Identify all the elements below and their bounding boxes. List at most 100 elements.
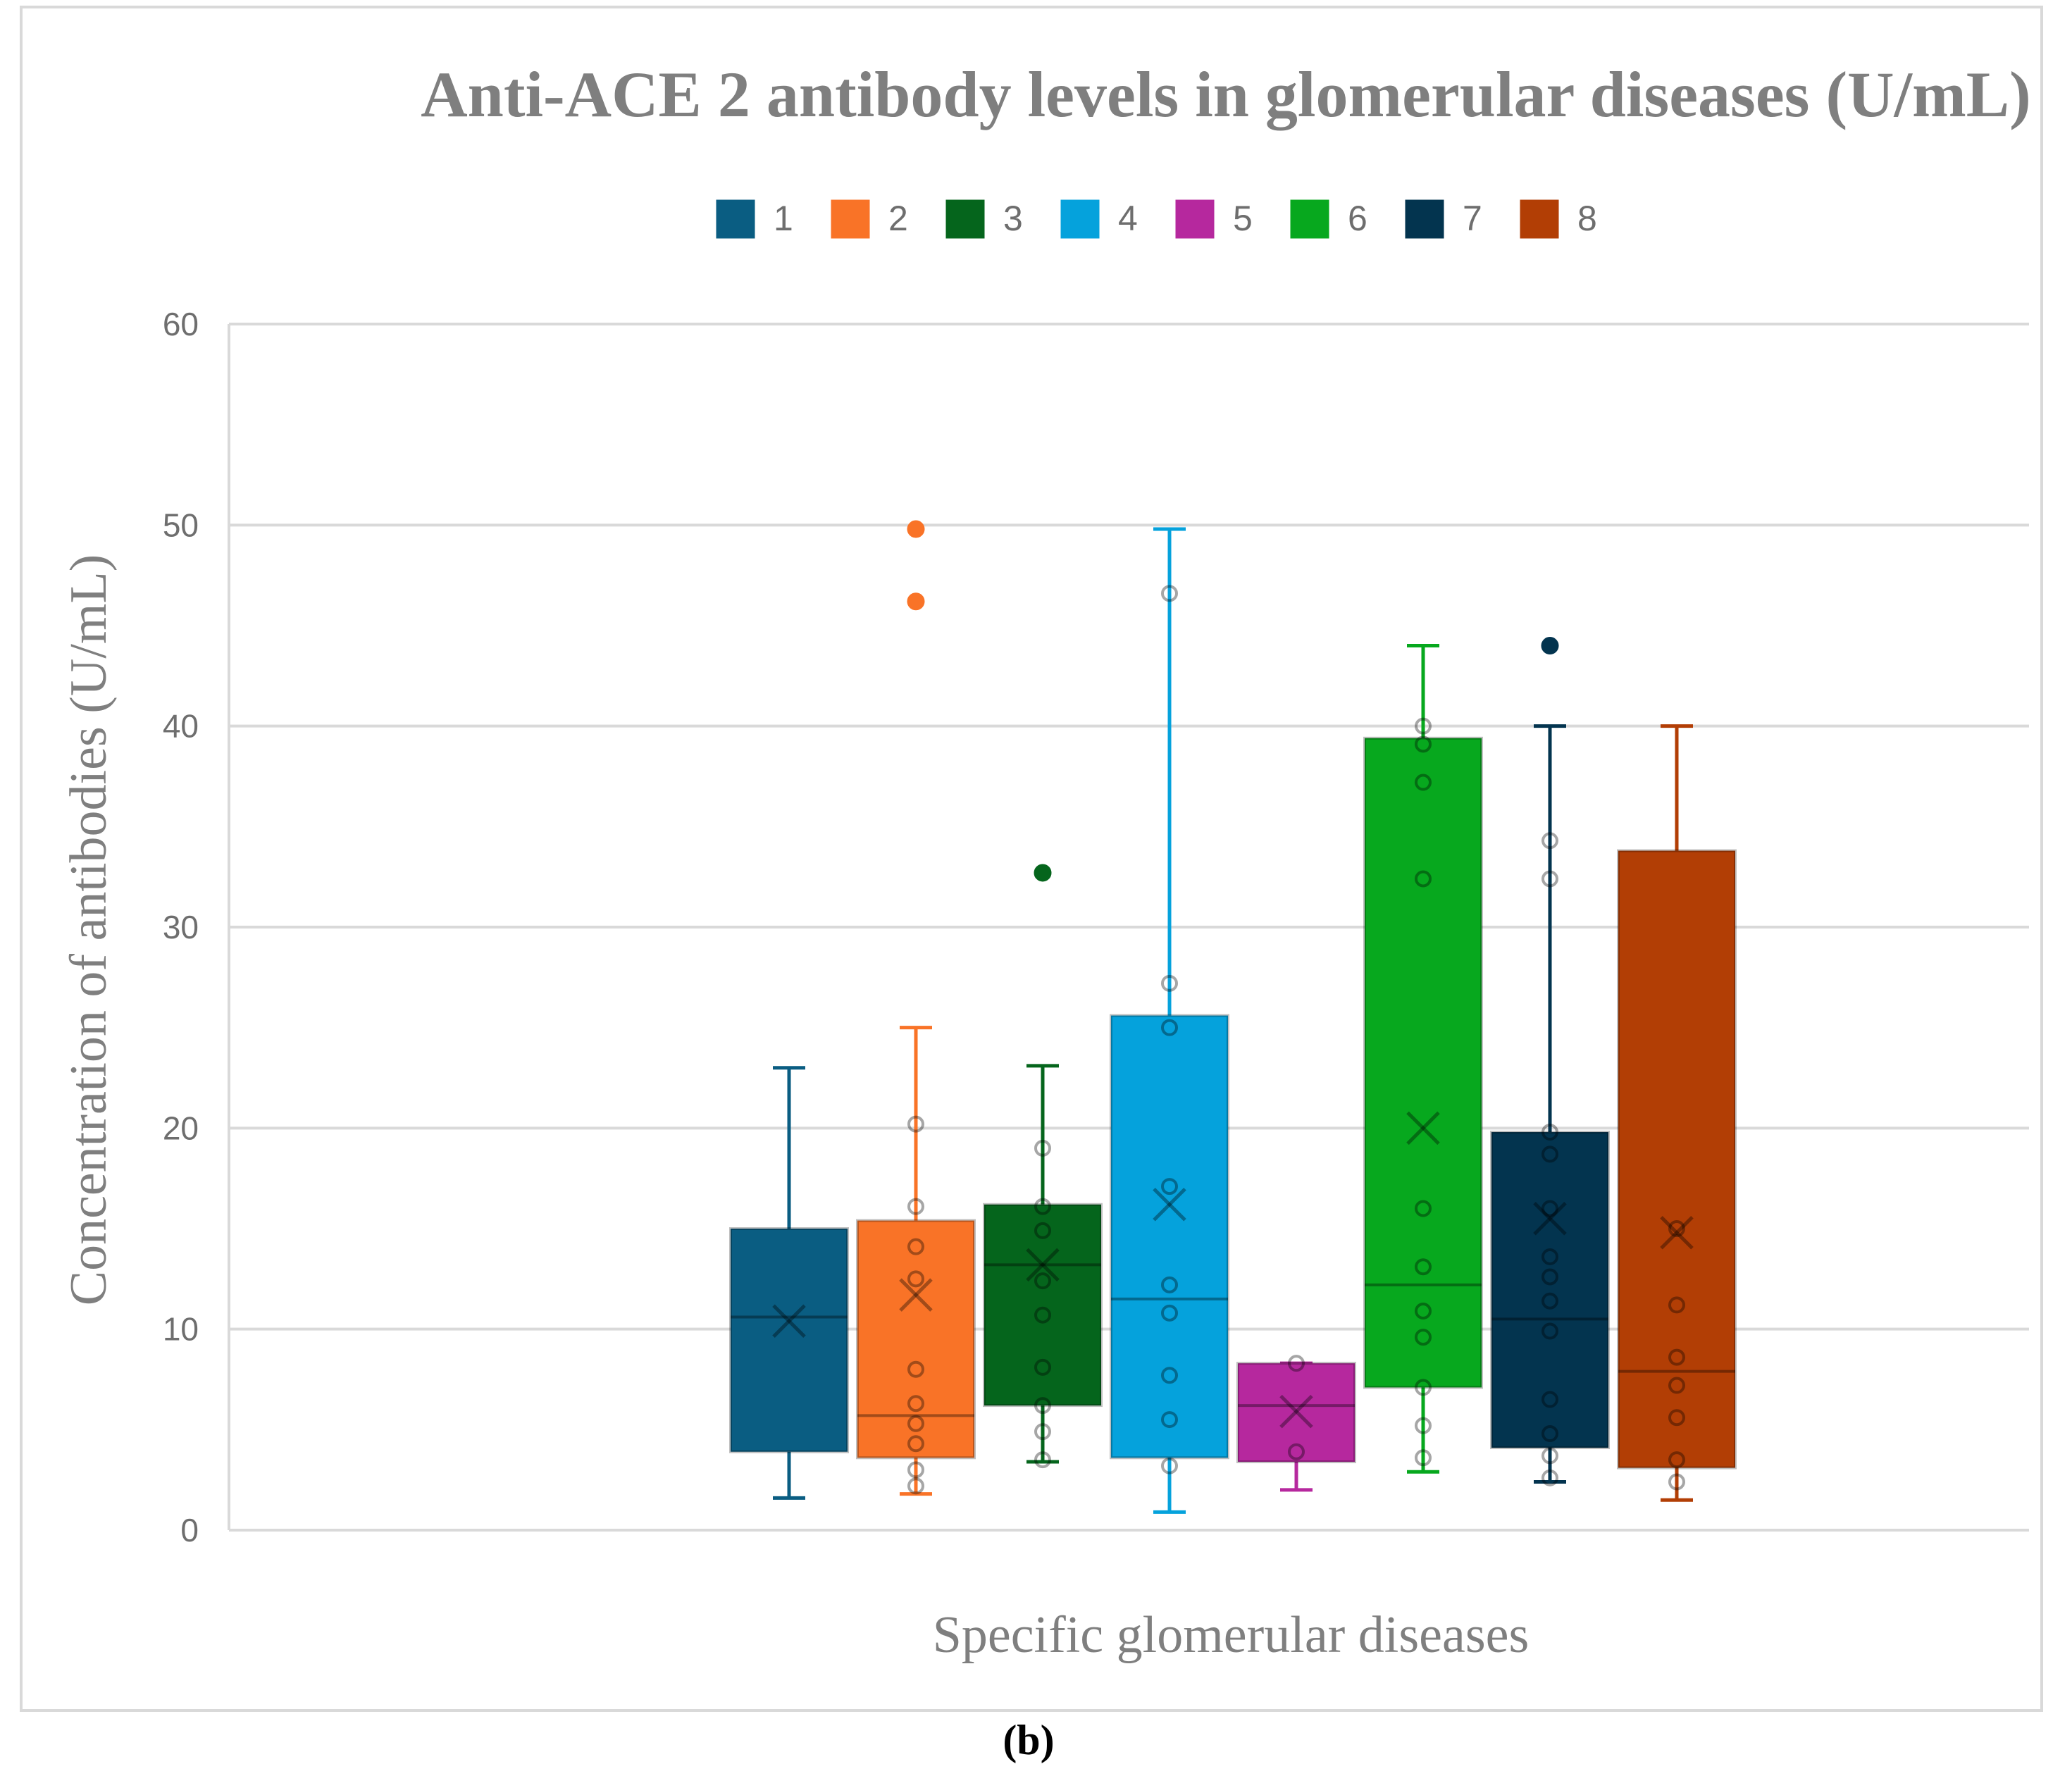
mean-marker (1660, 1215, 1694, 1250)
data-point (1415, 1379, 1432, 1396)
y-tick-label: 40 (163, 708, 199, 745)
data-point (1034, 1423, 1051, 1441)
y-axis-label: Concentration of antibodies (U/mL) (60, 554, 118, 1306)
data-point (1668, 1451, 1685, 1469)
data-point (1161, 974, 1178, 992)
y-tick-label: 50 (163, 507, 199, 543)
legend-label-5: 5 (1233, 199, 1253, 238)
y-tick-label: 10 (163, 1311, 199, 1348)
mean-marker (1279, 1394, 1313, 1429)
data-point (1541, 1248, 1558, 1265)
box-iqr (729, 1227, 849, 1453)
data-point (1541, 832, 1558, 850)
chart-frame (20, 6, 2043, 1712)
legend-swatch-7 (1405, 199, 1444, 239)
mean-marker (1026, 1248, 1060, 1282)
data-point (1161, 1457, 1178, 1474)
data-point (1161, 1276, 1178, 1293)
data-point (907, 1395, 924, 1412)
box-plots (729, 520, 1737, 1514)
mean-marker (1026, 1248, 1060, 1282)
data-point (1034, 1198, 1051, 1215)
data-point (1415, 1449, 1432, 1467)
data-point (1668, 1296, 1685, 1314)
data-point (1161, 1304, 1178, 1322)
box-series-7 (1490, 637, 1610, 1486)
data-point (1668, 1220, 1685, 1237)
data-point (1034, 1222, 1051, 1239)
data-point (1541, 1268, 1558, 1286)
legend-label-1: 1 (774, 199, 793, 238)
legend-swatch-1 (716, 199, 755, 239)
mean-marker (1533, 1201, 1567, 1236)
legend-label-8: 8 (1577, 199, 1597, 238)
mean-marker (1153, 1187, 1186, 1222)
box-iqr (1617, 849, 1737, 1470)
box-series-5 (1236, 1355, 1356, 1492)
data-point (1668, 1473, 1685, 1491)
mean-marker (772, 1304, 806, 1339)
data-point (907, 1415, 924, 1432)
data-point (1034, 1306, 1051, 1324)
mean-marker (1406, 1111, 1440, 1145)
box-series-4 (1110, 527, 1229, 1514)
box-iqr (1236, 1362, 1356, 1463)
outlier-point (907, 592, 925, 611)
outlier-point (907, 520, 925, 538)
data-point (1161, 1411, 1178, 1429)
data-point (1415, 1417, 1432, 1434)
mean-marker (1660, 1215, 1694, 1250)
data-point (1541, 1145, 1558, 1163)
data-point (1541, 1124, 1558, 1141)
mean-marker (1533, 1201, 1567, 1236)
data-point (1161, 1019, 1178, 1036)
y-tick-label: 0 (180, 1512, 199, 1548)
box-series-8 (1617, 724, 1737, 1502)
data-point (1161, 1367, 1178, 1384)
data-point (1161, 1178, 1178, 1196)
box-series-2 (856, 520, 976, 1496)
data-point (1415, 1258, 1432, 1276)
y-tick-label: 30 (163, 909, 199, 945)
data-point (1161, 585, 1178, 602)
box-series-1 (729, 1066, 849, 1500)
data-point (1668, 1377, 1685, 1394)
legend-label-2: 2 (888, 199, 908, 238)
data-point (907, 1198, 924, 1215)
mean-marker (772, 1304, 806, 1339)
y-tick-label: 20 (163, 1110, 199, 1146)
data-point (907, 1461, 924, 1479)
mean-marker (1279, 1394, 1313, 1429)
legend-swatch-3 (945, 199, 985, 239)
data-point (907, 1360, 924, 1378)
outlier-point (1541, 637, 1559, 655)
data-point (1034, 1358, 1051, 1376)
x-axis-label: Specific glomerular diseases (933, 1606, 1530, 1664)
data-point (1034, 1451, 1051, 1469)
legend-label-7: 7 (1463, 199, 1482, 238)
chart-title: Anti-ACE 2 antibody levels in glomerular… (421, 58, 2031, 130)
legend: 1 2 3 4 5 6 7 8 (716, 199, 1597, 239)
data-point (907, 1115, 924, 1133)
data-point (1034, 1139, 1051, 1157)
outlier-point (1034, 864, 1052, 882)
legend-swatch-4 (1060, 199, 1100, 239)
data-point (1415, 717, 1432, 735)
data-point (1541, 1322, 1558, 1340)
data-point (907, 1238, 924, 1255)
data-point (1541, 1425, 1558, 1443)
data-point (1288, 1355, 1305, 1372)
data-point (1415, 774, 1432, 791)
legend-label-3: 3 (1003, 199, 1023, 238)
data-point (1668, 1348, 1685, 1366)
data-point (1541, 1292, 1558, 1310)
data-point (1541, 870, 1558, 888)
data-point (1415, 1302, 1432, 1319)
data-point (907, 1477, 924, 1495)
figure-caption: (b) (1003, 1717, 1054, 1763)
data-point (907, 1270, 924, 1288)
data-point (1415, 1200, 1432, 1217)
data-point (1034, 1397, 1051, 1415)
data-point (1541, 1469, 1558, 1486)
